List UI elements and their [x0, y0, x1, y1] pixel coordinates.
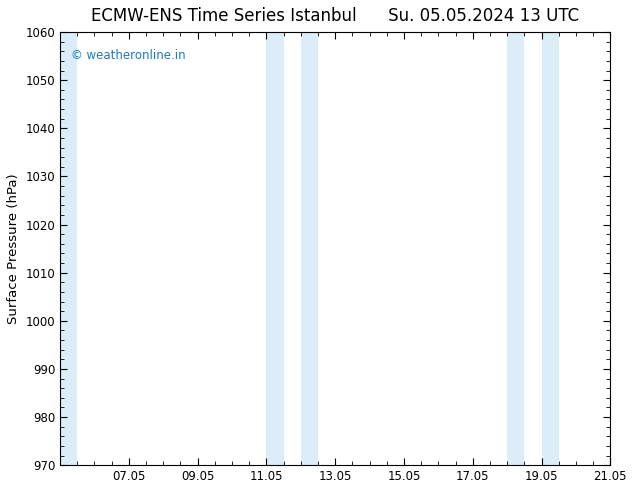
Bar [507, 32, 524, 465]
Text: © weatheronline.in: © weatheronline.in [71, 49, 186, 62]
Bar [541, 32, 559, 465]
Bar [60, 32, 77, 465]
Bar [266, 32, 283, 465]
Title: ECMW-ENS Time Series Istanbul      Su. 05.05.2024 13 UTC: ECMW-ENS Time Series Istanbul Su. 05.05.… [91, 7, 579, 25]
Y-axis label: Surface Pressure (hPa): Surface Pressure (hPa) [7, 173, 20, 324]
Bar [301, 32, 318, 465]
